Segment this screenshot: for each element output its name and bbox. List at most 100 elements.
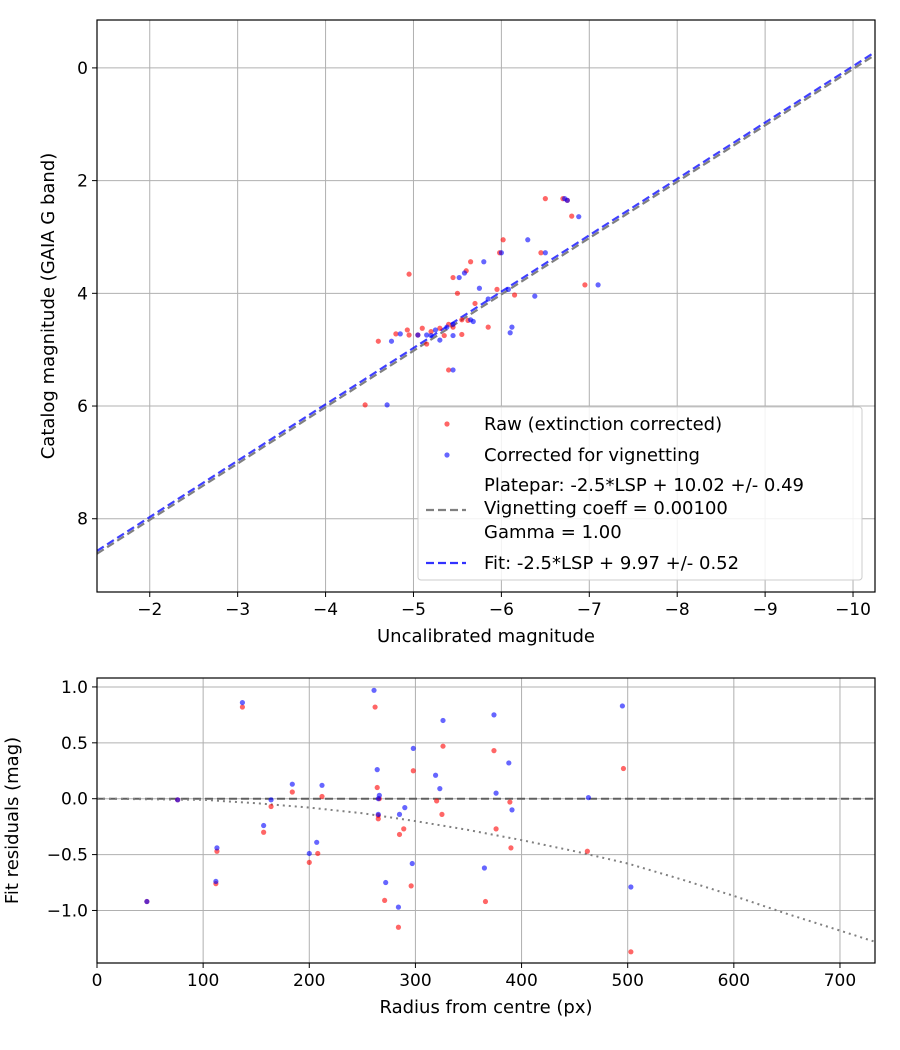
y-tick-label: 0 xyxy=(77,59,88,79)
raw-point xyxy=(628,949,634,955)
raw-point xyxy=(375,816,381,822)
legend-label: Gamma = 1.00 xyxy=(484,522,622,543)
raw-point xyxy=(374,784,380,791)
corrected-point xyxy=(374,767,380,773)
y-tick-label: 6 xyxy=(77,397,88,417)
raw-point xyxy=(584,848,590,854)
raw-point xyxy=(315,850,321,857)
raw-point xyxy=(268,803,274,810)
x-tick-label: −8 xyxy=(665,600,690,620)
corrected-point xyxy=(388,338,395,344)
y-axis-label: Fit residuals (mag) xyxy=(2,737,23,904)
x-tick-label: −3 xyxy=(225,600,250,620)
corrected-point xyxy=(432,327,439,333)
corrected-point xyxy=(319,782,325,788)
raw-point xyxy=(289,789,295,795)
x-tick-label: −6 xyxy=(489,600,514,620)
corrected-point xyxy=(432,772,439,778)
raw-point xyxy=(439,811,445,817)
corrected-point xyxy=(397,331,403,337)
raw-point xyxy=(440,743,446,749)
legend-marker-dot xyxy=(444,452,450,458)
raw-point xyxy=(491,748,497,754)
legend: Raw (extinction corrected) Corrected for … xyxy=(417,406,863,581)
raw-point xyxy=(319,793,325,800)
y-tick-label: 2 xyxy=(77,172,88,192)
raw-point xyxy=(454,290,461,296)
raw-point xyxy=(372,704,378,710)
corrected-point xyxy=(175,797,181,803)
chart-1: −2 −3 −4 −5 −6 −7 −8 −9 −10 0 2 4 6 8 Uncalibrated mag… xyxy=(38,19,876,647)
x-tick-label: −9 xyxy=(753,600,778,620)
corrected-point xyxy=(595,282,601,288)
corrected-point xyxy=(505,286,512,292)
raw-point xyxy=(261,829,267,835)
corrected-point xyxy=(470,318,476,325)
series-line-4 xyxy=(97,51,875,552)
corrected-point xyxy=(440,717,446,724)
corrected-point xyxy=(415,332,421,338)
raw-point xyxy=(441,332,447,339)
raw-point xyxy=(493,826,499,832)
raw-point xyxy=(424,341,430,347)
raw-point xyxy=(459,317,465,323)
corrected-point xyxy=(628,884,634,890)
corrected-point xyxy=(444,324,450,330)
raw-point xyxy=(382,897,388,904)
chart-2: 0 100 200 300 400 500 600 700 1.0 0.5 0.0 −0.5 −1.0 R… xyxy=(2,677,876,1018)
corrected-point xyxy=(532,293,538,299)
corrected-point xyxy=(261,822,267,829)
y-tick-label: −1.0 xyxy=(47,901,88,921)
corrected-point xyxy=(564,197,570,203)
corrected-point xyxy=(213,878,219,885)
corrected-point xyxy=(498,250,504,256)
raw-point xyxy=(507,799,513,805)
x-tick-label: −5 xyxy=(401,600,426,620)
x-tick-label: 500 xyxy=(611,971,643,991)
x-tick-label: −2 xyxy=(137,600,162,620)
corrected-point xyxy=(437,786,443,792)
raw-point xyxy=(239,704,246,710)
corrected-point xyxy=(493,790,499,796)
corrected-point xyxy=(268,797,274,803)
raw-point xyxy=(395,924,402,930)
raw-point xyxy=(542,196,548,202)
corrected-point xyxy=(396,811,403,817)
corrected-point xyxy=(509,324,515,330)
x-tick-label: 100 xyxy=(187,971,219,991)
x-tick-label: −7 xyxy=(577,600,602,620)
corrected-point xyxy=(410,745,416,752)
corrected-point xyxy=(395,904,402,910)
y-axis-label: Catalog magnitude (GAIA G band) xyxy=(38,153,59,460)
corrected-point xyxy=(450,367,456,373)
x-tick-label: 400 xyxy=(505,971,537,991)
plot-area xyxy=(97,687,875,955)
raw-point xyxy=(459,331,465,338)
legend-box xyxy=(417,406,863,581)
raw-point xyxy=(410,768,416,774)
corrected-point xyxy=(306,850,312,857)
corrected-point xyxy=(289,781,295,787)
corrected-point xyxy=(239,699,246,706)
raw-point xyxy=(362,402,368,408)
raw-point xyxy=(472,300,478,307)
corrected-point xyxy=(376,792,382,798)
raw-point xyxy=(450,274,456,281)
raw-point xyxy=(406,332,412,338)
x-tick-label: 700 xyxy=(824,971,856,991)
x-tick-label: 600 xyxy=(718,971,750,991)
x-tick-label: 300 xyxy=(399,971,431,991)
raw-point xyxy=(434,798,440,804)
raw-point xyxy=(485,324,491,330)
x-tick-label: 0 xyxy=(92,971,103,991)
corrected-point xyxy=(509,807,515,813)
x-axis-label: Uncalibrated magnitude xyxy=(377,626,595,647)
corrected-point xyxy=(525,237,531,243)
raw-point xyxy=(419,325,425,331)
legend-label: Platepar: -2.5*LSP + 10.02 +/- 0.49 xyxy=(484,475,804,496)
raw-point xyxy=(511,292,518,298)
legend-label: Raw (extinction corrected) xyxy=(484,414,722,435)
y-tick-label: 4 xyxy=(77,284,88,304)
corrected-point xyxy=(409,860,415,867)
corrected-point xyxy=(576,214,582,220)
